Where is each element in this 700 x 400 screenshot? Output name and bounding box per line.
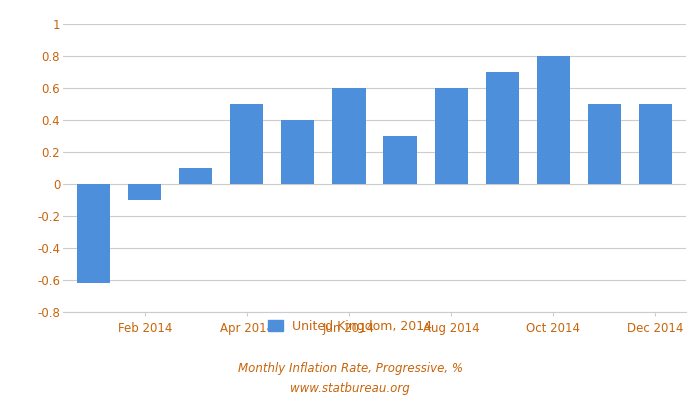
Bar	[435, 88, 468, 184]
Text: www.statbureau.org: www.statbureau.org	[290, 382, 410, 395]
Text: Monthly Inflation Rate, Progressive, %: Monthly Inflation Rate, Progressive, %	[237, 362, 463, 375]
Bar	[230, 104, 263, 184]
Bar	[588, 104, 621, 184]
Bar	[384, 136, 416, 184]
Bar	[179, 168, 212, 184]
Legend: United Kingdom, 2014: United Kingdom, 2014	[262, 315, 438, 338]
Bar	[332, 88, 365, 184]
Bar	[281, 120, 314, 184]
Bar	[128, 184, 161, 200]
Bar	[486, 72, 519, 184]
Bar	[537, 56, 570, 184]
Bar	[77, 184, 110, 283]
Bar	[639, 104, 672, 184]
